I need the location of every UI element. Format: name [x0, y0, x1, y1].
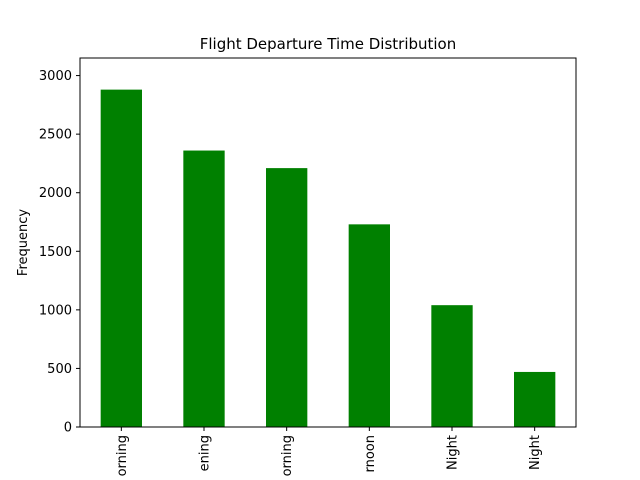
- x-tick-label: ening: [198, 435, 213, 471]
- y-tick-label: 2500: [39, 128, 72, 143]
- y-axis-label: Frequency: [16, 209, 31, 276]
- x-tick-label: Night: [446, 435, 461, 470]
- bar-evening: [183, 150, 225, 428]
- y-tick-label: 0: [64, 421, 72, 436]
- y-tick-label: 3000: [39, 69, 72, 84]
- y-tick-label: 1500: [39, 245, 72, 260]
- x-tick-label: orning: [280, 435, 295, 476]
- bar-early-morning: [100, 89, 142, 427]
- bar-night: [431, 305, 473, 427]
- bars-group: [100, 89, 556, 428]
- bar-late-night: [514, 371, 556, 427]
- y-tick-label: 500: [47, 362, 72, 377]
- bar-afternoon: [348, 224, 390, 427]
- y-tick-label: 2000: [39, 186, 72, 201]
- chart-title: Flight Departure Time Distribution: [200, 35, 457, 53]
- x-tick-label: orning: [115, 435, 130, 476]
- axes-frame: [79, 57, 577, 428]
- bar-morning: [266, 168, 308, 427]
- x-tick-label: rnoon: [363, 435, 378, 473]
- y-tick-label: 1000: [39, 303, 72, 318]
- x-axis-ticks: orning ening orning rnoon Night Night: [115, 427, 543, 476]
- y-axis-ticks: 0 500 1000 1500 2000 2500 3000: [39, 69, 80, 436]
- x-tick-label: Night: [528, 435, 543, 470]
